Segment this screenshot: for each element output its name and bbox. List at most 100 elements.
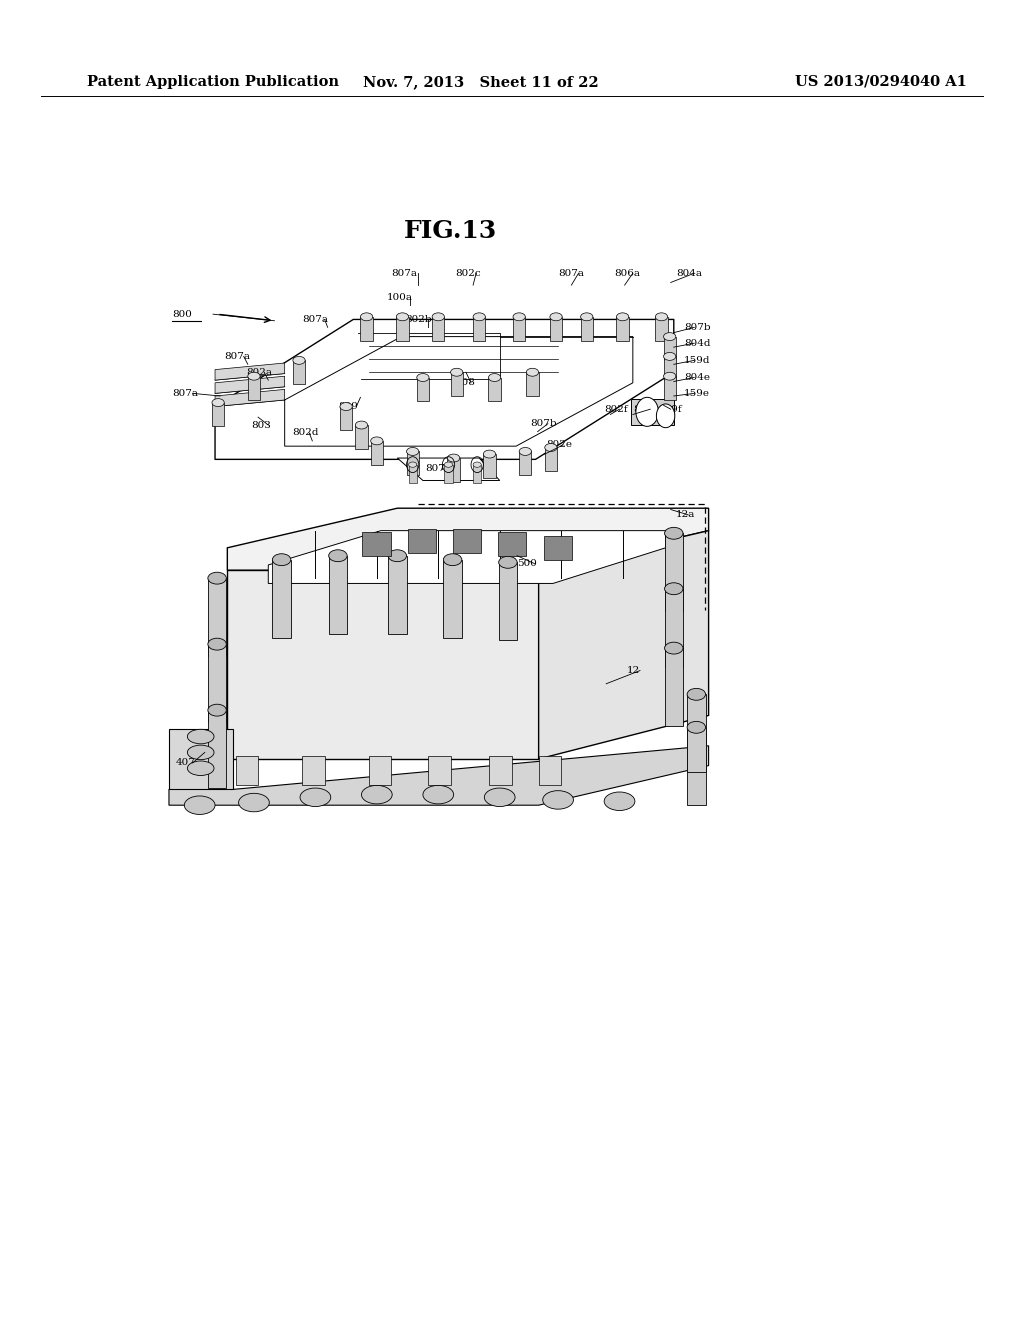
Bar [473,465,481,483]
Text: 808: 808 [456,379,475,387]
Bar [539,756,561,785]
Bar [489,756,512,785]
Bar [408,529,436,553]
Ellipse shape [444,462,453,467]
Ellipse shape [239,793,269,812]
Ellipse shape [473,313,485,321]
Circle shape [636,397,658,426]
Bar [453,529,481,553]
Ellipse shape [184,796,215,814]
Bar [371,441,383,465]
Text: 500: 500 [517,560,537,568]
Ellipse shape [293,356,305,364]
Ellipse shape [543,791,573,809]
Ellipse shape [447,454,460,462]
Ellipse shape [664,372,676,380]
Bar [417,378,429,401]
Ellipse shape [432,313,444,321]
Text: 807b: 807b [530,420,557,428]
Text: 804a: 804a [676,269,701,277]
Ellipse shape [664,333,676,341]
Text: 802c: 802c [456,269,481,277]
Text: 800: 800 [172,310,191,318]
Ellipse shape [187,760,214,776]
Bar [616,317,629,341]
Bar [293,360,305,384]
Ellipse shape [665,642,683,655]
Ellipse shape [655,313,668,321]
Bar [444,465,453,483]
Polygon shape [215,363,285,380]
Ellipse shape [687,721,706,734]
Text: 807a: 807a [391,269,417,277]
Bar [665,533,683,611]
Polygon shape [215,389,285,407]
Ellipse shape [664,352,676,360]
Bar [407,451,419,475]
Bar [432,317,444,341]
Bar [236,756,258,785]
Ellipse shape [361,785,392,804]
Bar [545,447,557,471]
Ellipse shape [272,553,291,566]
Polygon shape [539,531,709,759]
Bar [488,378,501,401]
Ellipse shape [443,553,462,566]
Ellipse shape [513,313,525,321]
Bar [208,644,226,722]
Bar [396,317,409,341]
Bar [208,710,226,788]
Ellipse shape [687,689,706,701]
Text: 807a: 807a [172,389,198,397]
Text: 407: 407 [176,759,196,767]
Bar [498,532,526,556]
Bar [451,372,463,396]
Text: 803: 803 [251,421,270,429]
Bar [248,376,260,400]
Ellipse shape [360,313,373,321]
Bar [687,694,706,772]
Text: 802e: 802e [546,441,571,449]
Text: 804d: 804d [684,339,711,347]
Bar [208,578,226,656]
Ellipse shape [340,403,352,411]
Bar [483,454,496,478]
Bar [519,451,531,475]
Bar [340,407,352,430]
Bar [388,556,407,634]
Ellipse shape [499,557,517,569]
Text: 807b: 807b [633,405,659,413]
Ellipse shape [388,549,407,562]
Bar [664,356,676,380]
Text: 802f: 802f [604,405,628,413]
Bar [428,756,451,785]
Text: Nov. 7, 2013   Sheet 11 of 22: Nov. 7, 2013 Sheet 11 of 22 [364,75,599,88]
Text: Patent Application Publication: Patent Application Publication [87,75,339,88]
Ellipse shape [355,421,368,429]
Ellipse shape [423,785,454,804]
Bar [355,425,368,449]
Bar [499,562,517,640]
Text: 159f: 159f [658,405,682,413]
Ellipse shape [488,374,501,381]
Bar [665,589,683,667]
Ellipse shape [616,313,629,321]
Text: 802d: 802d [292,429,318,437]
Bar [550,317,562,341]
Bar [655,317,668,341]
Polygon shape [215,376,285,393]
Polygon shape [227,508,709,570]
Bar [544,536,572,560]
Ellipse shape [396,313,409,321]
Ellipse shape [483,450,496,458]
Text: US 2013/0294040 A1: US 2013/0294040 A1 [795,75,967,88]
Bar [272,560,291,638]
Text: 806a: 806a [614,269,640,277]
Bar [581,317,593,341]
Ellipse shape [581,313,593,321]
Bar [302,756,325,785]
Bar [443,560,462,638]
Polygon shape [169,729,233,789]
Ellipse shape [484,788,515,807]
Ellipse shape [407,447,419,455]
